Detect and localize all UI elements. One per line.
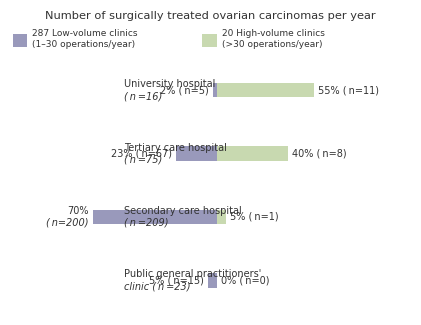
FancyBboxPatch shape [13, 34, 27, 47]
Text: clinic ( n =23): clinic ( n =23) [124, 281, 191, 291]
Text: Tertiary care hospital: Tertiary care hospital [124, 143, 227, 153]
FancyBboxPatch shape [217, 146, 288, 161]
Text: 287 Low-volume clinics
(1–30 operations/year): 287 Low-volume clinics (1–30 operations/… [32, 29, 138, 49]
FancyBboxPatch shape [213, 83, 217, 98]
Text: 5% ( n=15): 5% ( n=15) [149, 275, 204, 285]
FancyBboxPatch shape [217, 83, 314, 98]
Text: Number of surgically treated ovarian carcinomas per year: Number of surgically treated ovarian car… [45, 11, 376, 21]
Text: Public general practitioners': Public general practitioners' [124, 269, 261, 280]
Text: ( n=200): ( n=200) [46, 218, 89, 228]
Text: 20 High-volume clinics
(>30 operations/year): 20 High-volume clinics (>30 operations/y… [222, 29, 325, 49]
FancyBboxPatch shape [202, 34, 217, 47]
FancyBboxPatch shape [217, 210, 226, 224]
Text: ( n =16): ( n =16) [124, 91, 163, 101]
Text: Secondary care hospital: Secondary care hospital [124, 206, 242, 216]
Text: University hospital: University hospital [124, 79, 216, 89]
Text: 2% ( n=5): 2% ( n=5) [160, 85, 209, 95]
Text: ( n =75): ( n =75) [124, 154, 163, 164]
Text: ( n =209): ( n =209) [124, 218, 169, 228]
FancyBboxPatch shape [208, 273, 217, 288]
FancyBboxPatch shape [176, 146, 217, 161]
Text: 0% ( n=0): 0% ( n=0) [221, 275, 269, 285]
Text: 55% ( n=11): 55% ( n=11) [318, 85, 379, 95]
Text: 5% ( n=1): 5% ( n=1) [230, 212, 278, 222]
Text: 40% ( n=8): 40% ( n=8) [292, 149, 346, 159]
Text: 23% ( n=67): 23% ( n=67) [111, 149, 172, 159]
Text: 70%: 70% [67, 206, 89, 216]
FancyBboxPatch shape [93, 210, 217, 224]
